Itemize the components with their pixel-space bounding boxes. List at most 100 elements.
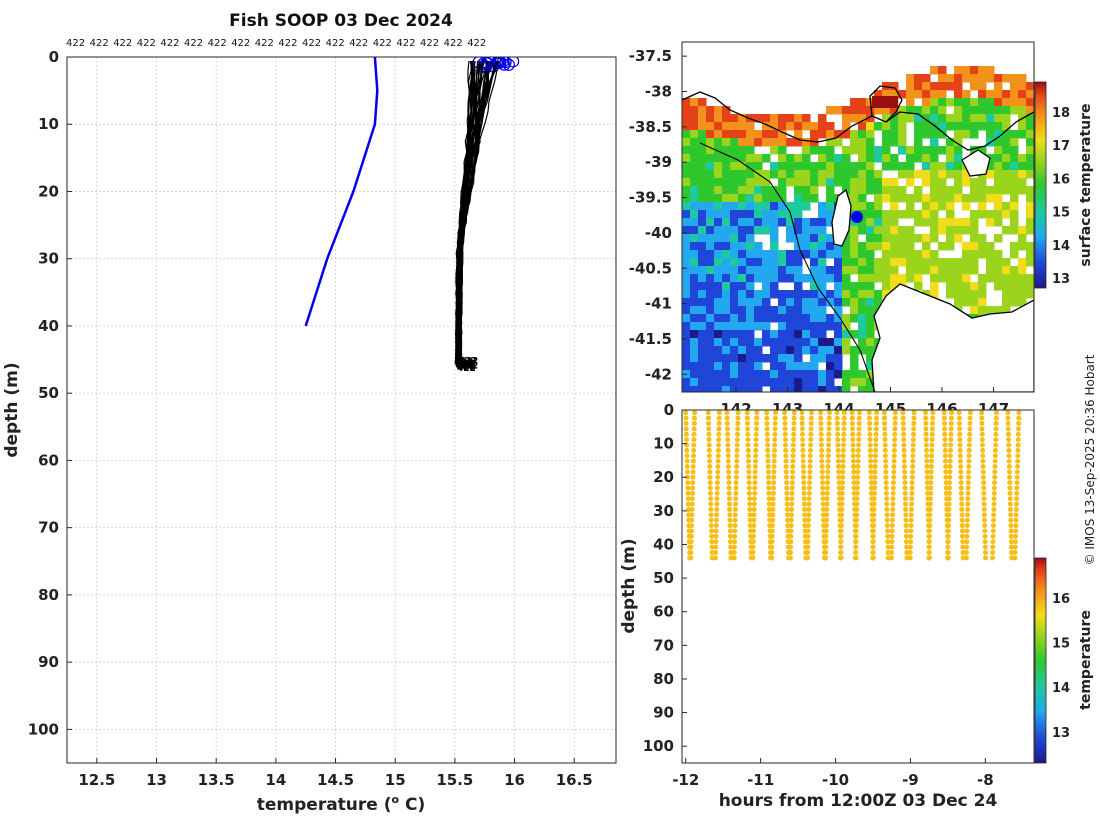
sst-pixel bbox=[914, 130, 923, 139]
sst-pixel bbox=[802, 194, 811, 203]
sst-pixel bbox=[938, 130, 947, 139]
ts-point bbox=[927, 501, 933, 507]
sst-pixel bbox=[698, 314, 707, 323]
ts-point bbox=[892, 426, 898, 432]
sst-pixel bbox=[738, 346, 747, 355]
ts-point bbox=[872, 463, 878, 469]
sst-pixel bbox=[954, 138, 963, 147]
sst-pixel bbox=[930, 170, 939, 179]
sst-pixel bbox=[682, 322, 691, 331]
ts-point bbox=[772, 437, 778, 443]
sst-pixel bbox=[682, 154, 691, 163]
sst-pixel bbox=[770, 266, 779, 275]
ts-point bbox=[853, 533, 859, 539]
sst-pixel bbox=[922, 74, 931, 83]
ts-point bbox=[823, 539, 829, 545]
sst-pixel bbox=[714, 330, 723, 339]
ts-point bbox=[891, 458, 897, 464]
ts-point bbox=[850, 458, 856, 464]
ts-point bbox=[979, 437, 985, 443]
sst-pixel bbox=[874, 242, 883, 251]
sst-pixel bbox=[682, 210, 691, 219]
sst-pixel bbox=[762, 290, 771, 299]
top-label: 422 bbox=[137, 38, 156, 49]
profile-start-marker bbox=[507, 57, 520, 68]
ts-point bbox=[979, 420, 985, 426]
sst-pixel bbox=[858, 250, 867, 259]
ts-point bbox=[930, 410, 936, 416]
ts-point bbox=[990, 539, 996, 545]
sst-pixel bbox=[1010, 130, 1019, 139]
ts-point bbox=[790, 447, 796, 453]
ts-point bbox=[942, 426, 948, 432]
sst-pixel bbox=[1018, 226, 1027, 235]
ts-point bbox=[957, 447, 963, 453]
sst-pixel bbox=[970, 234, 979, 243]
ts-point bbox=[684, 437, 690, 443]
ts-point bbox=[789, 496, 795, 502]
sst-pixel bbox=[874, 218, 883, 227]
sst-pixel bbox=[746, 250, 755, 259]
sst-pixel bbox=[762, 322, 771, 331]
sst-pixel bbox=[914, 258, 923, 267]
ts-point bbox=[948, 426, 954, 432]
ts-point bbox=[882, 453, 888, 459]
ts-plot-frame bbox=[681, 409, 1035, 764]
sst-pixel bbox=[938, 178, 947, 187]
ts-point bbox=[765, 442, 771, 448]
sst-pixel bbox=[794, 314, 803, 323]
sst-pixel bbox=[778, 274, 787, 283]
sst-pixel bbox=[906, 154, 915, 163]
ts-point bbox=[808, 431, 814, 437]
sst-pixel bbox=[914, 82, 923, 91]
ts-point bbox=[840, 480, 846, 486]
sst-pixel bbox=[698, 106, 707, 115]
sst-pixel bbox=[786, 138, 795, 147]
ts-point bbox=[1008, 523, 1014, 529]
profile-end-label: 422 bbox=[459, 356, 478, 366]
sst-pixel bbox=[954, 66, 963, 75]
ts-point bbox=[923, 415, 929, 421]
sst-pixel bbox=[810, 226, 819, 235]
y-tick-label: 90 bbox=[38, 653, 59, 671]
sst-pixel bbox=[714, 274, 723, 283]
sst-pixel bbox=[938, 186, 947, 195]
sst-pixel bbox=[1010, 138, 1019, 147]
sst-pixel bbox=[882, 266, 891, 275]
ts-point bbox=[903, 528, 909, 534]
sst-pixel bbox=[882, 178, 891, 187]
sst-pixel bbox=[818, 386, 827, 392]
ts-point bbox=[891, 447, 897, 453]
sst-pixel bbox=[690, 314, 699, 323]
ts-point bbox=[685, 474, 691, 480]
sst-pixel bbox=[762, 282, 771, 291]
sst-pixel bbox=[802, 298, 811, 307]
ts-point bbox=[867, 431, 873, 437]
sst-pixel bbox=[810, 234, 819, 243]
ts-point bbox=[981, 480, 987, 486]
sst-pixel bbox=[994, 170, 1003, 179]
ts-point bbox=[851, 480, 857, 486]
sst-pixel bbox=[850, 186, 859, 195]
sst-pixel bbox=[850, 346, 859, 355]
ts-point bbox=[725, 453, 731, 459]
ts-point bbox=[800, 442, 806, 448]
sst-pixel bbox=[906, 242, 915, 251]
profile-end-label: 422 bbox=[458, 360, 477, 370]
sst-pixel bbox=[866, 154, 875, 163]
sst-pixel bbox=[722, 386, 731, 392]
sst-pixel bbox=[706, 154, 715, 163]
sst-pixel bbox=[738, 338, 747, 347]
sst-pixel bbox=[954, 98, 963, 107]
ts-point bbox=[882, 431, 888, 437]
ts-point bbox=[789, 480, 795, 486]
ts-point bbox=[731, 550, 737, 556]
sst-pixel bbox=[706, 386, 715, 392]
ts-point bbox=[824, 496, 830, 502]
ts-point bbox=[929, 458, 935, 464]
sst-pixel bbox=[946, 210, 955, 219]
ts-point bbox=[788, 517, 794, 523]
ts-point bbox=[981, 507, 987, 513]
sst-pixel bbox=[986, 210, 995, 219]
ts-point bbox=[904, 544, 910, 550]
